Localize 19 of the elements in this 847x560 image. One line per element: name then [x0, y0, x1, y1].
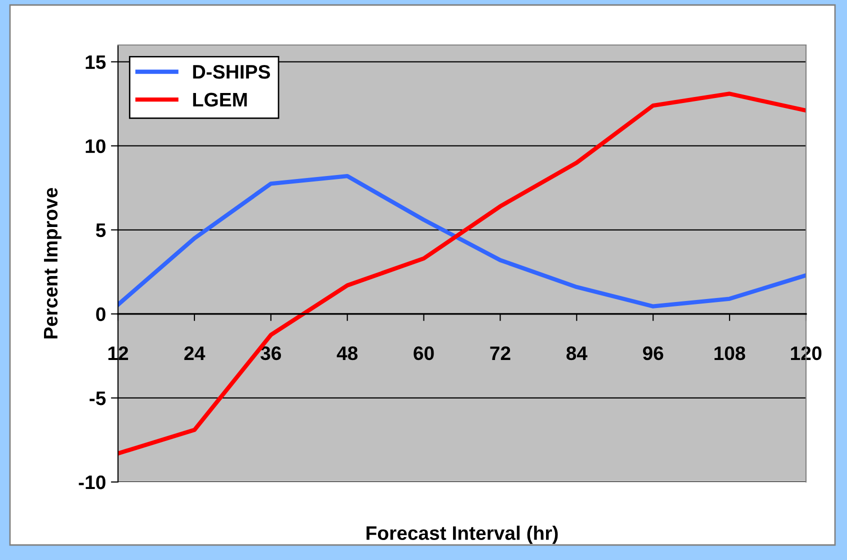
x-tick-label: 60 — [414, 346, 434, 360]
x-tick-label: 72 — [490, 346, 510, 360]
legend-label: LGEM — [193, 92, 247, 107]
y-tick-label: -10 — [78, 475, 106, 490]
y-tick-label: 0 — [96, 307, 106, 322]
x-tick-label: 36 — [260, 346, 281, 360]
y-tick-label: 15 — [86, 55, 106, 70]
legend-label: D-SHIPS — [193, 64, 270, 79]
y-tick-label: -5 — [90, 392, 106, 406]
x-tick-label: 48 — [336, 346, 358, 360]
y-tick-label: 10 — [86, 139, 106, 154]
x-tick-label: 84 — [566, 346, 588, 360]
x-tick-label: 120 — [791, 346, 822, 360]
x-tick-label: 108 — [714, 346, 746, 360]
y-axis-title: Percent Improve — [44, 188, 62, 338]
x-tick-label: 96 — [642, 346, 664, 360]
y-tick-label: 5 — [96, 224, 106, 238]
x-tick-label: 24 — [184, 346, 206, 360]
x-axis-title: Forecast Interval (hr) — [366, 526, 558, 544]
